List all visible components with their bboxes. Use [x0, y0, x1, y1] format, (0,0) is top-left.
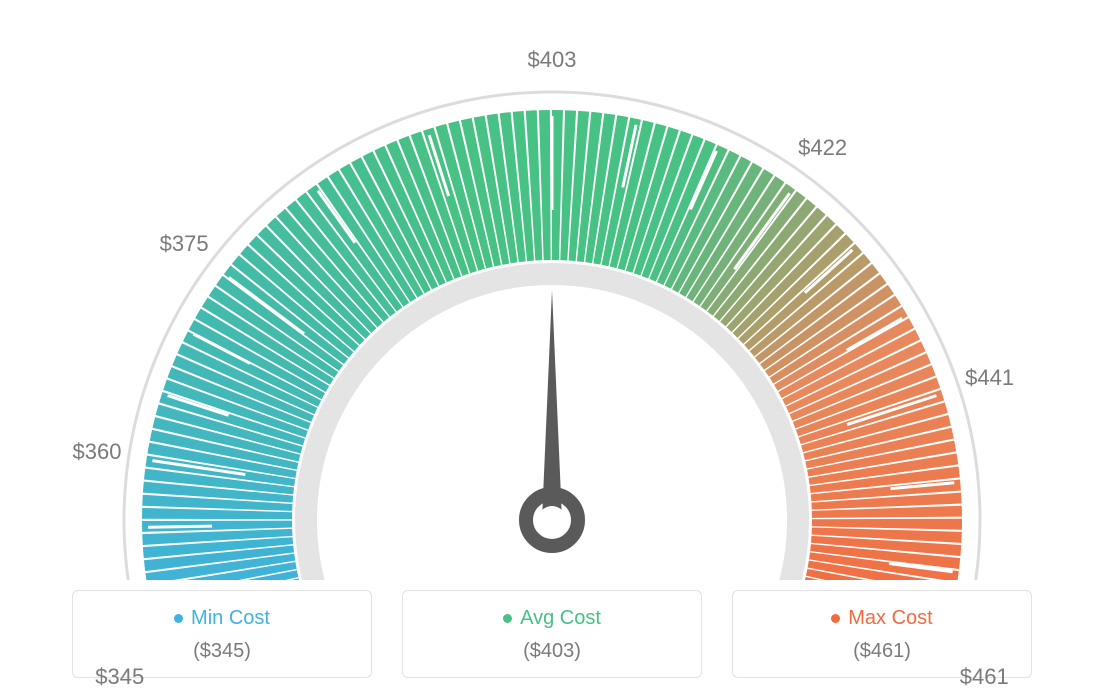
- legend-max-value: ($461): [733, 640, 1031, 663]
- legend-max-dot-icon: [831, 614, 840, 623]
- gauge-tick-label: $345: [95, 664, 144, 690]
- legend-avg-value: ($403): [403, 640, 701, 663]
- gauge-tick-label: $375: [160, 231, 209, 257]
- gauge-tick-label: $360: [73, 439, 122, 465]
- cost-gauge-widget: $345 $360 $375 $403 $422 $441 $461 Min Cost ($…: [0, 0, 1104, 690]
- legend-min-title-text: Min Cost: [191, 607, 270, 629]
- gauge-tick-label: $461: [960, 664, 1009, 690]
- legend-max-title: Max Cost: [733, 607, 1031, 630]
- gauge-chart: [22, 20, 1082, 580]
- legend-max-title-text: Max Cost: [848, 607, 932, 629]
- legend-min-value: ($345): [73, 640, 371, 663]
- legend-avg-title: Avg Cost: [403, 607, 701, 630]
- legend-min-title: Min Cost: [73, 607, 371, 630]
- gauge-area: $345$360$375$403$422$441$461: [20, 20, 1084, 580]
- gauge-tick-label: $441: [965, 365, 1014, 391]
- legend-avg-dot-icon: [503, 614, 512, 623]
- legend-min-dot-icon: [174, 614, 183, 623]
- legend-avg-title-text: Avg Cost: [520, 607, 601, 629]
- legend-row: Min Cost ($345) Avg Cost ($403) Max Cost…: [20, 590, 1084, 678]
- gauge-tick-label: $403: [528, 47, 577, 73]
- gauge-tick-label: $422: [798, 135, 847, 161]
- legend-avg-card: Avg Cost ($403): [402, 590, 702, 678]
